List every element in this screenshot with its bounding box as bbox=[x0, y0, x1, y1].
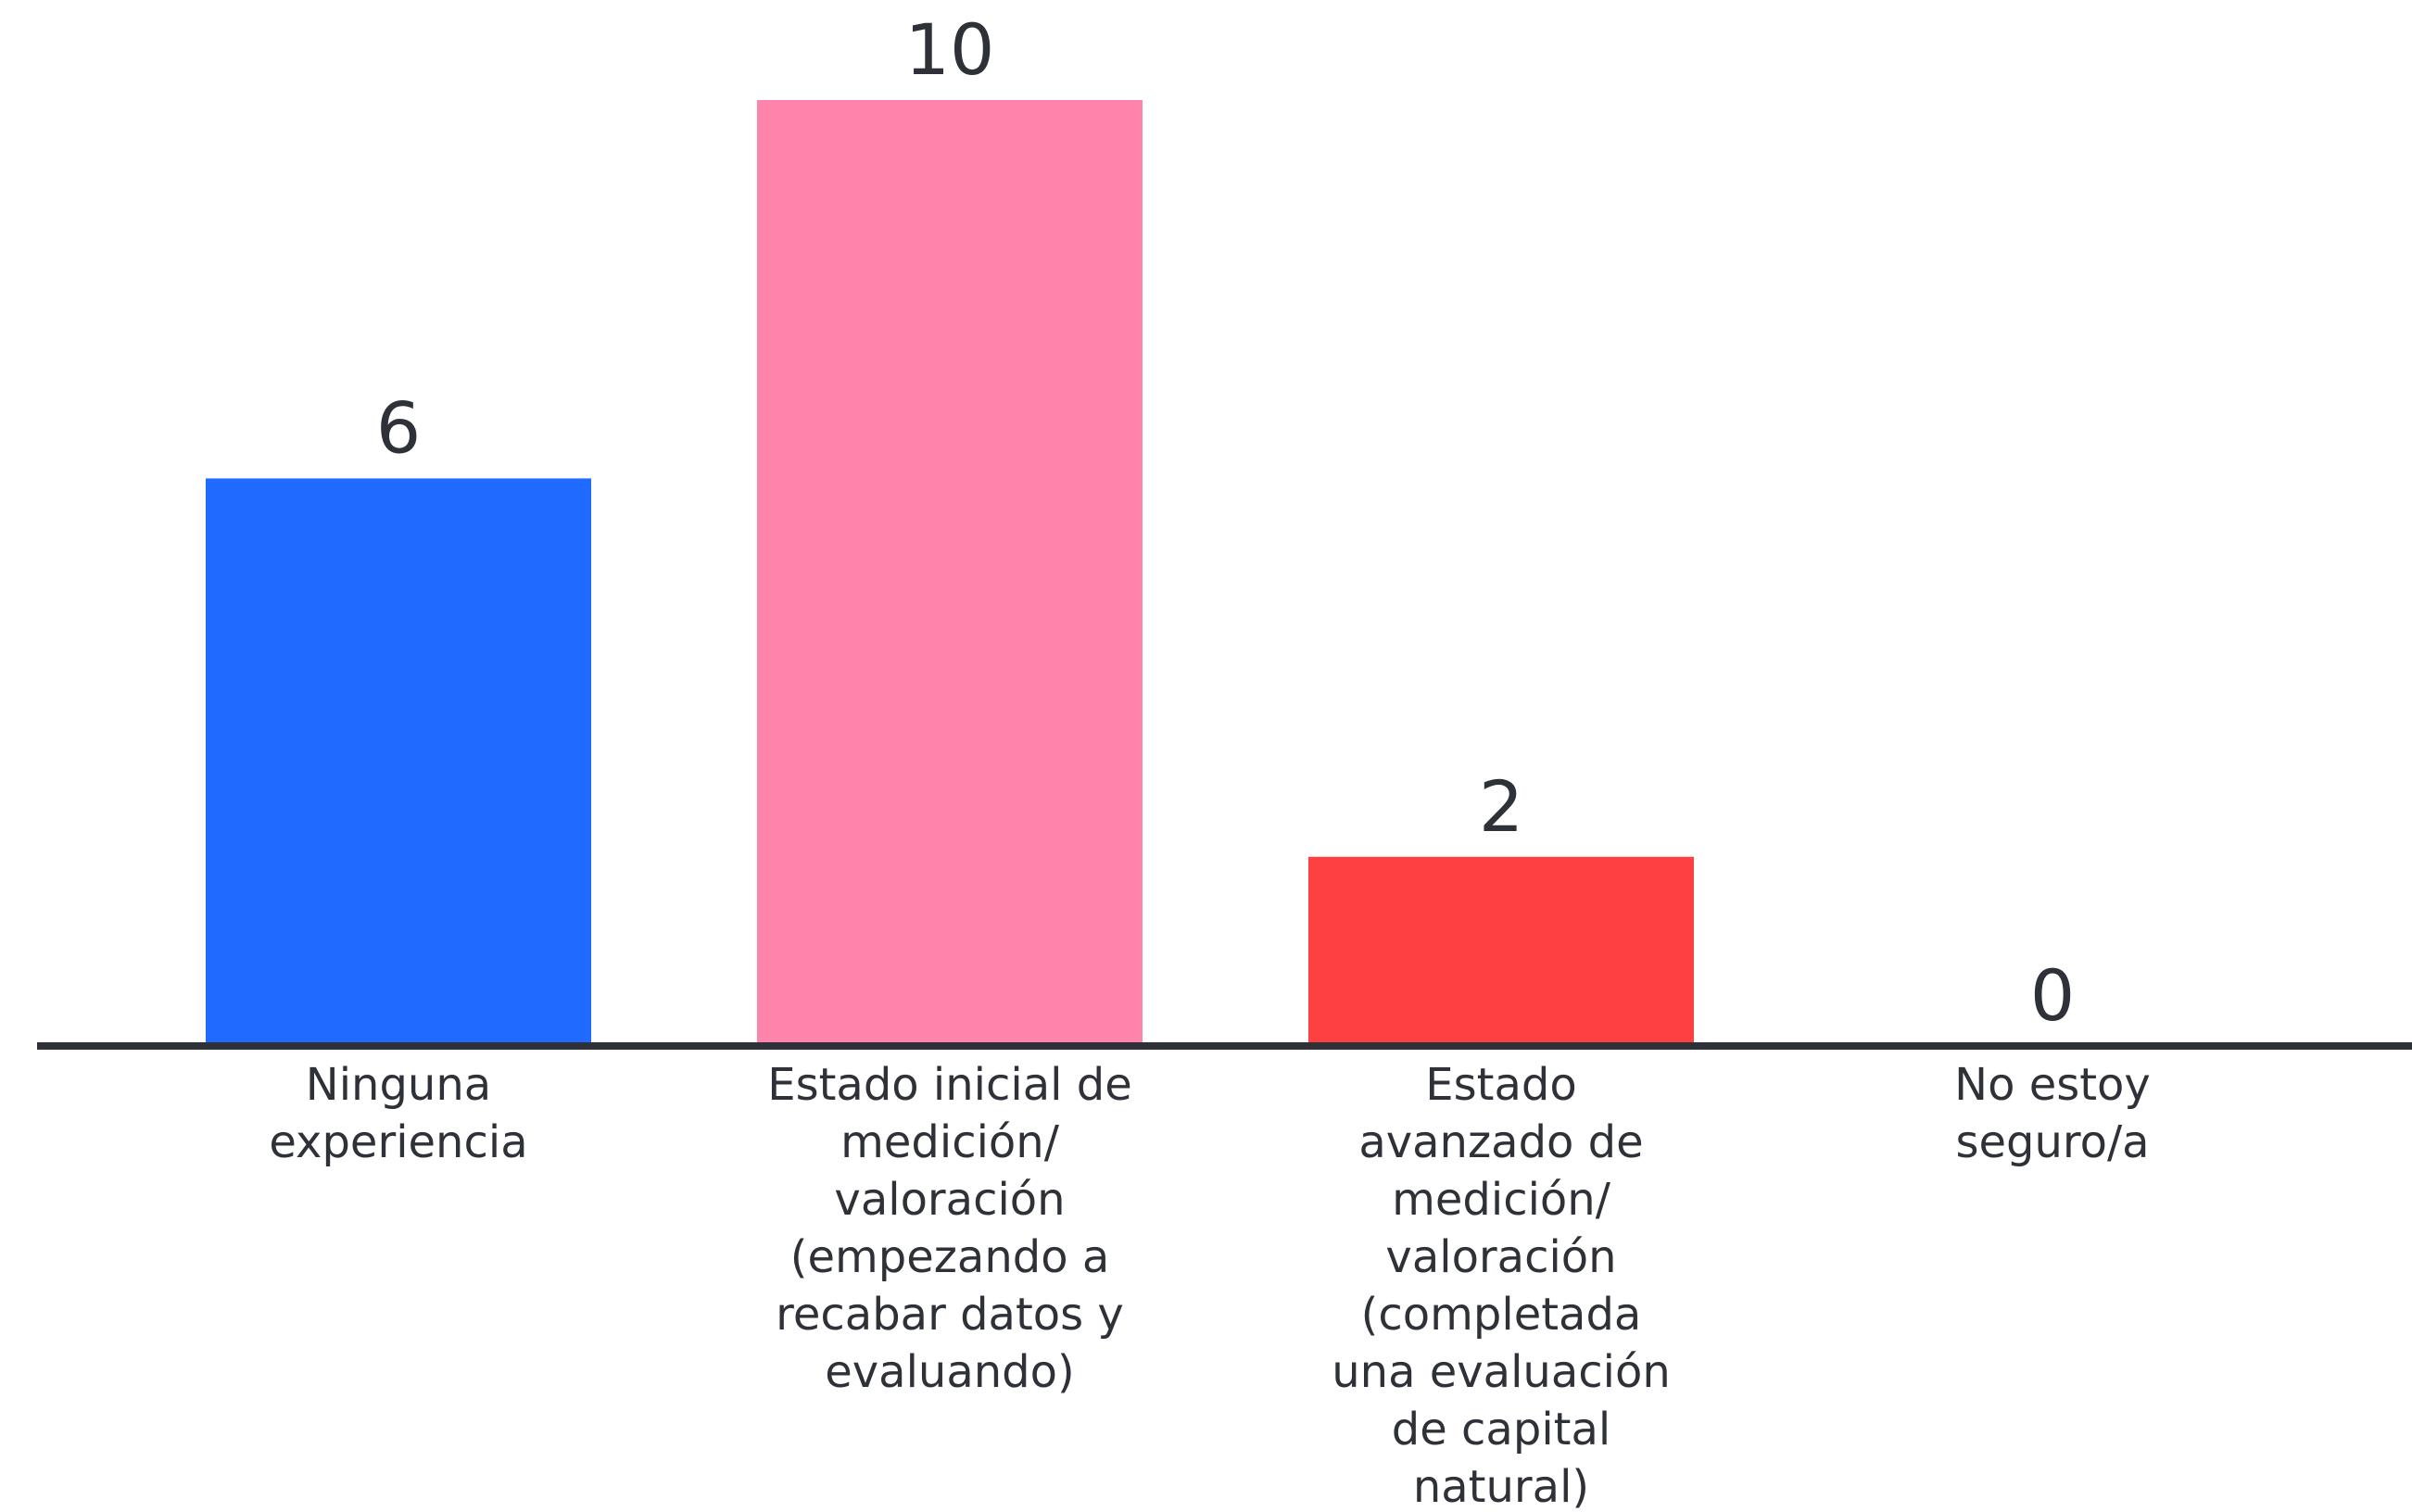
value-label-1: 6 bbox=[376, 386, 421, 469]
category-label-line: avanzado de bbox=[1358, 1116, 1643, 1168]
category-label-line: evaluando) bbox=[825, 1346, 1075, 1398]
category-label-line: valoración bbox=[1385, 1231, 1616, 1283]
category-label-line: No estoy bbox=[1954, 1059, 2151, 1111]
value-label-3: 2 bbox=[1479, 765, 1523, 848]
bars-group bbox=[206, 100, 1694, 1042]
value-labels-group: 6 10 2 0 bbox=[376, 8, 2075, 1037]
category-label-4: No estoy seguro/a bbox=[1954, 1059, 2151, 1168]
category-label-line: recabar datos y bbox=[776, 1289, 1124, 1341]
category-label-line: Estado bbox=[1425, 1059, 1576, 1111]
bar-1 bbox=[206, 478, 591, 1042]
category-label-3: Estado avanzado de medición/valoración (com… bbox=[1332, 1059, 1671, 1512]
category-label-line: una evaluación bbox=[1332, 1346, 1671, 1398]
category-label-1: Ninguna experiencia bbox=[269, 1059, 527, 1168]
category-label-line: de capital bbox=[1392, 1404, 1610, 1455]
category-label-line: valoración bbox=[834, 1174, 1065, 1226]
category-label-line: seguro/a bbox=[1955, 1116, 2149, 1168]
category-label-line: experiencia bbox=[269, 1116, 527, 1168]
category-label-line: (completada bbox=[1361, 1289, 1642, 1341]
bar-3 bbox=[1308, 856, 1694, 1042]
category-label-line: Ninguna bbox=[306, 1059, 491, 1111]
category-label-line: medición/ bbox=[840, 1116, 1060, 1168]
value-label-4: 0 bbox=[2030, 954, 2075, 1037]
category-label-line: natural) bbox=[1413, 1461, 1589, 1512]
value-label-2: 10 bbox=[905, 8, 995, 91]
bar-2 bbox=[757, 100, 1143, 1042]
category-label-line: medición/ bbox=[1392, 1174, 1611, 1226]
category-label-line: (empezando a bbox=[790, 1231, 1110, 1283]
category-label-line: Estado inicial de bbox=[767, 1059, 1132, 1111]
category-label-2: Estado inicial de medición/valoración (emp… bbox=[767, 1059, 1132, 1398]
